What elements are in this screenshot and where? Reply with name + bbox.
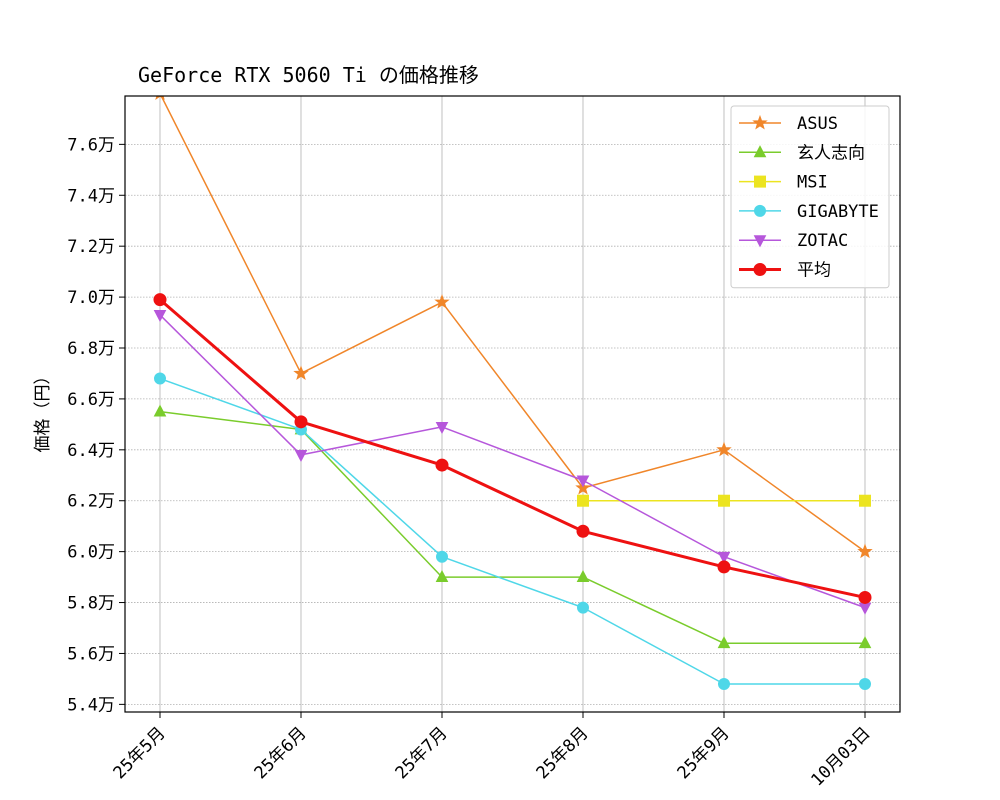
legend-marker: [753, 145, 767, 158]
x-tick-label: 25年5月: [110, 723, 170, 783]
data-point: [576, 569, 590, 582]
data-point: [858, 636, 872, 649]
legend-label: MSI: [797, 173, 828, 193]
series-line: [159, 298, 866, 599]
y-tick-label: 7.6万: [67, 135, 115, 155]
y-tick-label: 5.8万: [67, 594, 115, 614]
data-point: [294, 415, 308, 429]
legend-label: ASUS: [797, 114, 838, 134]
x-tick-label: 10月03日: [807, 723, 874, 790]
data-point: [576, 475, 590, 488]
series-gigabyte: [154, 372, 871, 690]
y-tick-label: 6.2万: [67, 492, 115, 512]
data-point: [153, 293, 167, 307]
data-point: [717, 560, 731, 574]
legend-marker: [754, 175, 766, 188]
data-point: [716, 441, 732, 457]
data-point: [576, 524, 590, 538]
series-line: [159, 314, 866, 609]
data-point: [859, 494, 871, 507]
chart-title: GeForce RTX 5060 Ti の価格推移: [138, 63, 479, 87]
legend-label: 平均: [797, 261, 831, 281]
data-point: [293, 365, 309, 380]
legend-item: ASUS: [739, 114, 838, 134]
y-axis: 5.4万 5.6万 5.8万 6.0万 6.2万 6.4万 6.6万 6.8万 7.0万 7.2万…: [67, 135, 125, 715]
legend-item: 平均: [739, 261, 831, 281]
legend-item: MSI: [739, 173, 828, 193]
y-tick-label: 6.8万: [67, 339, 115, 359]
data-point: [717, 636, 731, 649]
data-point: [435, 422, 449, 435]
series--: [153, 404, 872, 649]
legend-marker: [753, 263, 767, 276]
legend-box: [730, 105, 890, 289]
legend-item: ZOTAC: [739, 231, 848, 251]
legend-label: 玄人志向: [797, 143, 865, 163]
x-tick-label: 25年9月: [674, 723, 734, 783]
data-point: [718, 494, 730, 507]
data-point: [436, 550, 448, 563]
x-tick-label: 25年7月: [392, 723, 452, 783]
data-point: [154, 372, 166, 385]
legend-label: GIGABYTE: [797, 202, 879, 222]
plot-frame: [124, 95, 901, 713]
legend-marker: [752, 114, 768, 130]
series-layer: [153, 96, 873, 690]
y-tick-label: 7.4万: [67, 186, 115, 206]
data-point: [434, 294, 450, 309]
y-tick-label: 6.6万: [67, 390, 115, 410]
series-zotac: [153, 310, 872, 615]
y-tick-label: 5.6万: [67, 644, 115, 664]
data-point: [859, 678, 871, 690]
series--: [153, 293, 872, 604]
series-msi: [577, 494, 871, 507]
legend: ASUS 玄人志向 MSI GIGABYTE ZOTAC 平均: [730, 105, 890, 289]
x-tick-label: 25年8月: [533, 723, 593, 783]
data-point: [858, 602, 872, 615]
y-tick-label: 6.4万: [67, 441, 115, 461]
x-axis: 25年5月 25年6月 25年7月 25年8月 25年9月 10月03日: [110, 712, 875, 791]
data-point: [858, 590, 872, 604]
data-point: [435, 569, 449, 582]
series-line: [159, 410, 865, 645]
y-tick-label: 5.4万: [67, 695, 115, 715]
data-point: [857, 543, 873, 559]
series-line: [159, 377, 865, 685]
data-point: [717, 551, 731, 564]
data-point: [435, 458, 449, 472]
y-tick-label: 6.0万: [67, 543, 115, 563]
y-tick-label: 7.2万: [67, 237, 115, 257]
legend-item: 玄人志向: [739, 143, 865, 163]
data-point: [153, 404, 167, 417]
legend-item: GIGABYTE: [739, 202, 879, 222]
data-point: [577, 494, 589, 507]
data-point: [718, 678, 730, 690]
grid: [125, 96, 900, 712]
legend-marker: [753, 235, 767, 248]
data-point: [577, 601, 589, 614]
legend-label: ZOTAC: [797, 231, 848, 251]
y-axis-label: 価格（円）: [33, 368, 53, 453]
x-tick-label: 25年6月: [251, 723, 311, 783]
data-point: [294, 450, 308, 463]
legend-marker: [754, 204, 766, 217]
data-point: [153, 310, 167, 323]
series-line: [160, 96, 866, 553]
y-tick-label: 7.0万: [67, 288, 115, 308]
